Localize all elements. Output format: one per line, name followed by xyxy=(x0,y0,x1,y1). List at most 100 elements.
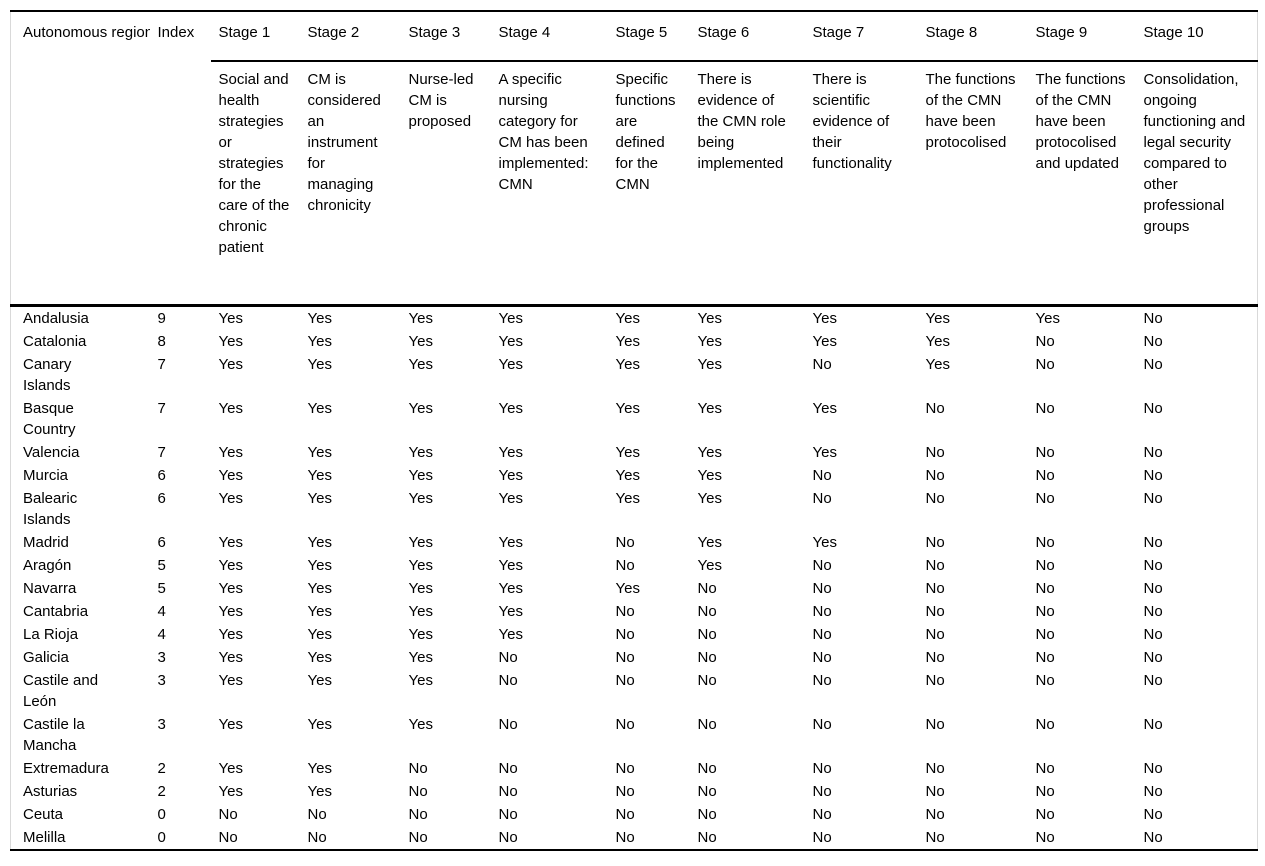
stage-value-cell: No xyxy=(1143,648,1163,666)
region-cell: Madrid xyxy=(23,533,69,551)
stage-value-cell: Yes xyxy=(307,489,332,507)
stage-value-cell: No xyxy=(408,828,428,846)
stage-value-cell: No xyxy=(925,828,945,846)
stage-value-cell: No xyxy=(498,782,518,800)
region-cell: Murcia xyxy=(23,466,69,484)
table-row: Galicia 3 Yes Yes Yes No No No No No No No xyxy=(11,646,1258,669)
stage-value-cell: Yes xyxy=(408,671,433,689)
stage-value-cell: Yes xyxy=(697,443,722,461)
stages-table-frame: Autonomous region Index Stage 1 Stage 2 … xyxy=(10,10,1258,851)
column-header-stage-1: Stage 1 xyxy=(210,11,300,62)
stage-value-cell: Yes xyxy=(218,579,243,597)
stage-value-cell: No xyxy=(1035,489,1055,507)
stage-value-cell: Yes xyxy=(307,332,332,350)
stage-value-cell: Yes xyxy=(307,715,332,733)
stage-value-cell: No xyxy=(925,805,945,823)
stage-value-cell: No xyxy=(697,602,717,620)
stage-value-cell: Yes xyxy=(408,579,433,597)
stage-5-description: Specific functions are defined for the C… xyxy=(607,61,690,307)
stage-value-cell: No xyxy=(1035,399,1055,417)
stage-value-cell: No xyxy=(1143,625,1163,643)
stage-value-cell: Yes xyxy=(697,556,722,574)
stage-value-cell: Yes xyxy=(697,355,722,373)
stage-value-cell: No xyxy=(307,828,327,846)
stage-value-cell: Yes xyxy=(307,782,332,800)
stage-value-cell: No xyxy=(925,489,945,507)
region-cell: Galicia xyxy=(23,648,69,666)
stage-value-cell: No xyxy=(1035,625,1055,643)
stage-value-cell: No xyxy=(1143,579,1163,597)
column-header-stage-6: Stage 6 xyxy=(689,11,805,62)
stage-value-cell: Yes xyxy=(498,443,523,461)
stage-value-cell: Yes xyxy=(218,332,243,350)
stage-value-cell: No xyxy=(1143,443,1163,461)
table-row: La Rioja 4 Yes Yes Yes Yes No No No No No No xyxy=(11,623,1258,646)
stage-value-cell: Yes xyxy=(697,533,722,551)
stage-value-cell: Yes xyxy=(307,399,332,417)
table-row: Castile la Mancha 3 Yes Yes Yes No No No No No No N… xyxy=(11,713,1258,757)
stage-value-cell: Yes xyxy=(307,671,332,689)
stage-value-cell: No xyxy=(1143,715,1163,733)
stage-value-cell: Yes xyxy=(218,466,243,484)
stage-value-cell: Yes xyxy=(615,466,640,484)
stage-value-cell: Yes xyxy=(408,332,433,350)
stage-value-cell: No xyxy=(1035,671,1055,689)
stage-value-cell: Yes xyxy=(218,671,243,689)
region-cell: Valencia xyxy=(23,443,80,461)
stage-value-cell: No xyxy=(697,579,717,597)
stage-value-cell: Yes xyxy=(925,332,950,350)
stage-8-description: The functions of the CMN have been proto… xyxy=(917,61,1028,307)
index-cell: 7 xyxy=(157,443,166,461)
stage-value-cell: Yes xyxy=(218,309,243,327)
stage-value-cell: No xyxy=(1143,671,1163,689)
stage-value-cell: No xyxy=(1035,579,1055,597)
table-row: Balearic Islands 6 Yes Yes Yes Yes Yes Yes No No N… xyxy=(11,487,1258,531)
stage-value-cell: Yes xyxy=(408,489,433,507)
index-cell: 6 xyxy=(157,489,166,507)
stage-value-cell: No xyxy=(615,782,635,800)
stage-value-cell: Yes xyxy=(218,556,243,574)
stage-value-cell: No xyxy=(925,671,945,689)
column-header-stage-2: Stage 2 xyxy=(299,11,401,62)
stage-value-cell: Yes xyxy=(307,466,332,484)
stage-value-cell: Yes xyxy=(218,648,243,666)
stage-value-cell: Yes xyxy=(408,443,433,461)
stage-value-cell: No xyxy=(615,671,635,689)
stage-value-cell: Yes xyxy=(408,556,433,574)
stage-value-cell: No xyxy=(697,805,717,823)
stage-value-cell: Yes xyxy=(408,466,433,484)
index-cell: 7 xyxy=(157,355,166,373)
region-cell: Basque Country xyxy=(23,399,76,438)
table-row: Andalusia 9 Yes Yes Yes Yes Yes Yes Yes Yes Yes No xyxy=(11,305,1258,330)
table-row: Murcia 6 Yes Yes Yes Yes Yes Yes No No No No xyxy=(11,464,1258,487)
stage-value-cell: No xyxy=(1143,332,1163,350)
stage-value-cell: No xyxy=(1143,399,1163,417)
stage-value-cell: No xyxy=(615,805,635,823)
stage-value-cell: Yes xyxy=(218,533,243,551)
stage-value-cell: No xyxy=(408,782,428,800)
stage-value-cell: No xyxy=(498,805,518,823)
stage-value-cell: No xyxy=(615,648,635,666)
stage-value-cell: No xyxy=(925,759,945,777)
index-cell: 3 xyxy=(157,648,166,666)
column-header-stage-4: Stage 4 xyxy=(490,11,608,62)
stage-value-cell: No xyxy=(812,466,832,484)
stage-value-cell: Yes xyxy=(812,443,837,461)
stage-value-cell: Yes xyxy=(218,443,243,461)
stage-value-cell: Yes xyxy=(697,332,722,350)
stage-value-cell: No xyxy=(697,671,717,689)
stage-value-cell: Yes xyxy=(498,533,523,551)
stage-value-cell: No xyxy=(812,715,832,733)
stage-value-cell: Yes xyxy=(615,355,640,373)
stage-value-cell: Yes xyxy=(498,489,523,507)
stage-value-cell: No xyxy=(1035,759,1055,777)
stage-value-cell: Yes xyxy=(498,466,523,484)
stage-value-cell: Yes xyxy=(218,782,243,800)
table-row: Ceuta 0 No No No No No No No No No No xyxy=(11,803,1258,826)
stage-value-cell: No xyxy=(1035,828,1055,846)
stage-value-cell: No xyxy=(812,648,832,666)
stage-value-cell: Yes xyxy=(218,489,243,507)
column-header-index: Index xyxy=(149,11,211,307)
stage-value-cell: No xyxy=(218,828,238,846)
index-cell: 6 xyxy=(157,533,166,551)
